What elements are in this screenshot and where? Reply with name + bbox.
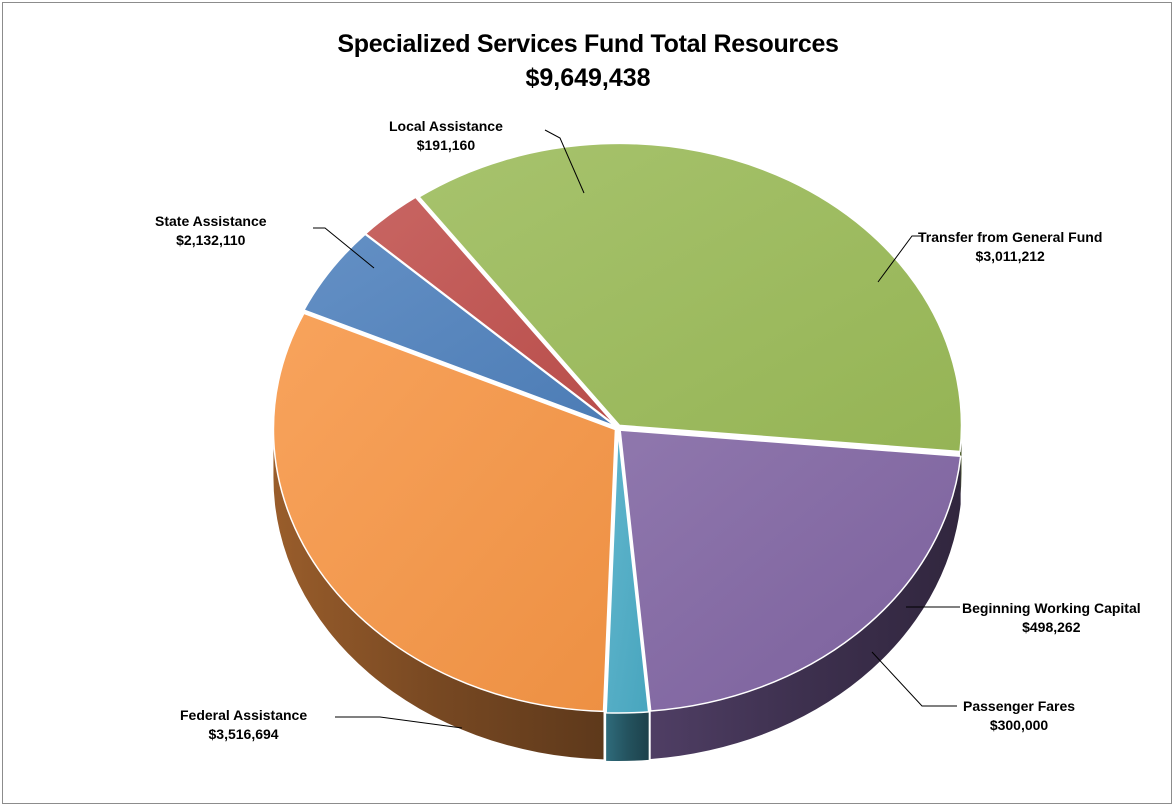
slice-value: $191,160 [416, 137, 476, 153]
label-beginning-working-capital: Beginning Working Capital $498,262 [962, 599, 1141, 637]
slice-name: Transfer from General Fund [918, 229, 1103, 245]
slice-name: State Assistance [155, 213, 267, 229]
chart-title: Specialized Services Fund Total Resource… [337, 30, 839, 58]
slice-value: $498,262 [1022, 619, 1081, 635]
slice-value: $3,516,694 [208, 726, 279, 742]
slice-value: $3,011,212 [975, 248, 1045, 264]
pie-slice-beginning-working-capital [303, 233, 617, 428]
slice-name: Federal Assistance [180, 707, 308, 723]
label-transfer-from-general-fund: Transfer from General Fund $3,011,212 [918, 228, 1102, 266]
slice-name: Beginning Working Capital [962, 600, 1141, 616]
slice-value: $300,000 [989, 717, 1049, 733]
pie-slice-federal-assistance [418, 142, 963, 453]
chart-subtitle: $9,649,438 [525, 64, 651, 92]
label-federal-assistance: Federal Assistance $3,516,694 [180, 706, 307, 744]
leader-line-federal-assistance [335, 716, 463, 729]
pie-side-layer [273, 425, 962, 761]
pie-slice-side-state-assistance [650, 456, 961, 759]
leader-line-passenger-fares [871, 651, 957, 707]
pie-slice-side-transfer-from-general-fund [273, 429, 604, 760]
pie-slice-side-local-assistance [606, 711, 649, 761]
pie-top-layer [272, 142, 963, 714]
label-local-assistance: Local Assistance $191,160 [389, 117, 503, 155]
leader-line-state-assistance [313, 227, 375, 269]
pie-slice-local-assistance [605, 430, 650, 714]
leader-lines [313, 129, 960, 729]
leader-line-local-assistance [544, 129, 585, 194]
label-state-assistance: State Assistance $2,132,110 [155, 212, 267, 250]
pie-slice-passenger-fares [364, 196, 617, 427]
label-passenger-fares: Passenger Fares $300,000 [963, 697, 1075, 735]
slice-value: $2,132,110 [176, 232, 246, 248]
slice-name: Passenger Fares [963, 698, 1076, 714]
pie-slice-transfer-from-general-fund [272, 312, 617, 713]
leader-line-transfer-from-general-fund [877, 235, 922, 283]
slice-name: Local Assistance [389, 118, 503, 134]
pie-slice-state-assistance [619, 429, 962, 712]
